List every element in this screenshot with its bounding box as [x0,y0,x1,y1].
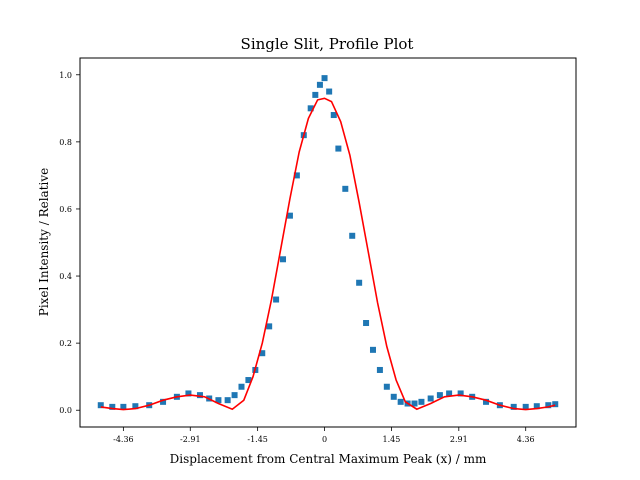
data-point [522,403,529,410]
data-point [316,81,323,88]
data-point [397,398,404,405]
data-point [349,232,356,239]
y-tick-label: 0.2 [59,339,72,348]
data-point [533,403,540,410]
x-tick-label: 2.91 [450,435,468,444]
data-point [259,350,266,357]
data-point [552,401,559,408]
data-point [224,397,231,404]
x-tick-label: -2.91 [180,435,201,444]
y-tick-label: 0.4 [59,272,72,281]
x-tick-label: 0 [322,435,327,444]
chart-title: Single Slit, Profile Plot [241,35,414,53]
y-tick-label: 0.6 [59,205,72,214]
x-axis: -4.36 -2.91 -1.45 0 1.45 2.91 4.36 [113,427,535,444]
data-point [97,402,104,409]
y-tick-label: 0.0 [59,406,72,415]
data-point [273,296,280,303]
data-point [330,112,337,119]
y-axis-label: Pixel Intensity / Relative [37,168,51,317]
x-tick-label: -4.36 [113,435,134,444]
data-point [383,383,390,390]
data-point [109,403,116,410]
data-point [231,392,238,399]
data-point [356,279,363,286]
x-tick-label: -1.45 [247,435,268,444]
data-point [245,377,252,384]
data-point [266,323,273,330]
data-point [160,398,167,405]
data-point [312,91,319,98]
fit-line [100,97,556,411]
data-point [545,402,552,409]
data-point [120,403,127,410]
x-tick-label: 4.36 [517,435,535,444]
data-point [457,390,464,397]
data-point [286,212,293,219]
axes-frame [79,57,577,428]
y-axis: 0.0 0.2 0.4 0.6 0.8 1.0 [59,71,80,415]
data-point [185,390,192,397]
data-point [363,320,370,327]
data-point [483,398,490,405]
data-point [238,383,245,390]
data-point [215,397,222,404]
data-point [321,75,328,82]
data-point [510,403,517,410]
data-point [446,390,453,397]
data-point [280,256,287,263]
y-tick-label: 0.8 [59,138,72,147]
plot-area [97,75,559,411]
data-point [132,403,139,410]
data-point [335,145,342,152]
data-point [293,172,300,179]
data-point [411,400,418,407]
data-point [326,88,333,95]
data-point [376,366,383,373]
data-point [390,393,397,400]
data-point [427,395,434,402]
y-tick-label: 1.0 [59,71,72,80]
x-axis-label: Displacement from Central Maximum Peak (… [170,452,487,466]
data-point [307,105,314,112]
data-point [342,185,349,192]
data-point [418,398,425,405]
data-point [196,392,203,399]
data-point [369,346,376,353]
data-point [436,392,443,399]
x-tick-label: 1.45 [383,435,401,444]
